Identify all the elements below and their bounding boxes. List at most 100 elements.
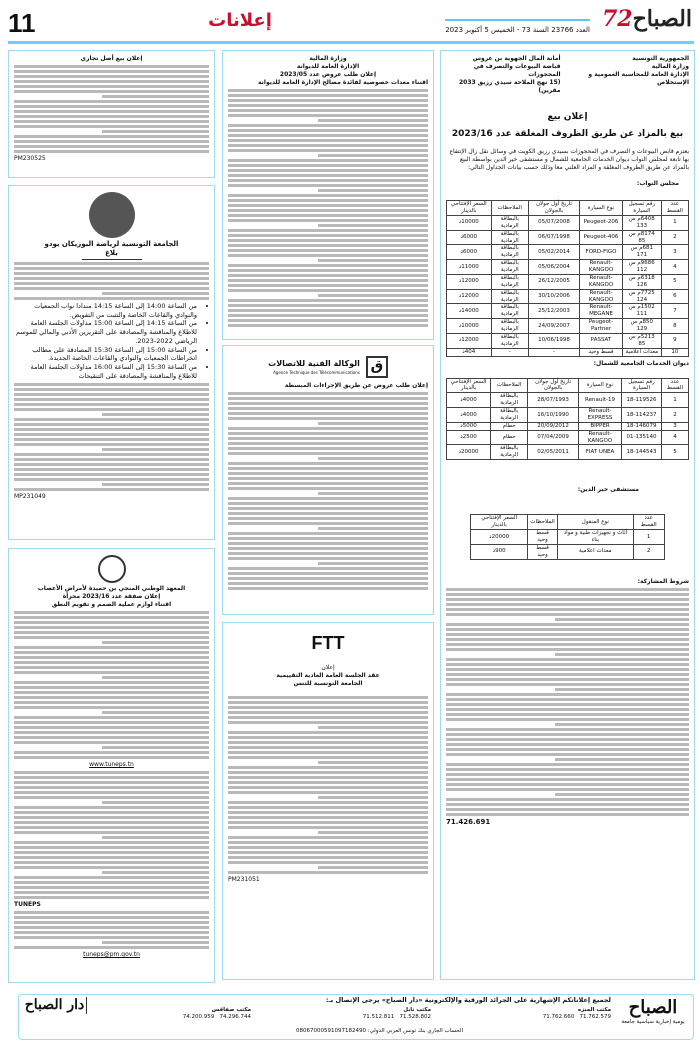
text-line	[318, 224, 428, 228]
table-cell: 2	[660, 407, 690, 423]
table-cell: حطام	[490, 421, 529, 431]
tuneps-email[interactable]: tuneps@pm.gov.tn	[83, 951, 140, 959]
column-header: نوع السيارة	[579, 200, 623, 216]
table-cell: قسط وحيد	[526, 543, 559, 560]
text-line	[14, 841, 209, 845]
text-line	[446, 657, 689, 661]
section-title: إعلانات	[208, 10, 272, 31]
table-cell: 24/09/2007	[527, 318, 581, 334]
telecom-title: إعلان طلب عروض عن طريق الإجراءات المبسطة	[284, 382, 428, 389]
table-cell: 05/07/2008	[527, 214, 581, 231]
text-line	[14, 811, 209, 815]
text-line	[101, 871, 209, 875]
text-line	[228, 522, 428, 526]
text-line	[14, 691, 209, 695]
telecom-logo: ق الوكالة الفنية للاتصالات Agence Techniq…	[228, 356, 428, 378]
table-cell: بالبطاقة الرمادية	[490, 444, 529, 461]
ftt-ref: PM231051	[228, 876, 260, 884]
bank-account: الحساب الجاري بنك تونس العربي الدولي: 08…	[295, 1028, 463, 1034]
text-line	[446, 592, 689, 596]
text-line	[446, 777, 689, 781]
table-cell: 12000د	[446, 273, 492, 290]
institute-tender: المعهد الوطني المنجي بن حميدة لأمراض الأ…	[8, 548, 215, 983]
table-row: 1 18-119526 Renault-19 28/07/1993 بالبطاقة ا…	[445, 392, 690, 409]
text-line	[14, 731, 209, 735]
text-line	[14, 631, 209, 635]
text-line	[228, 269, 428, 273]
column-header: رقم تسجيل السيارة	[621, 377, 662, 394]
table-cell: 900د	[470, 543, 528, 560]
text-line	[228, 144, 428, 148]
table-hospital: عدد القسط نوع المنقول الملاحظات السعر الإفت…	[470, 514, 665, 560]
text-line	[228, 417, 428, 421]
table-cell: قسط وحيد	[579, 347, 623, 357]
table-row: 2 18-114237 Renault-EXPRESS 16/10/1990 بالبط…	[445, 407, 690, 423]
table-cell: 6318م س 126	[621, 273, 662, 290]
text-line	[14, 135, 209, 139]
text-line	[446, 782, 689, 786]
table-header: عدد القسط نوع المنقول الملاحظات السعر الإفت…	[470, 514, 665, 531]
table-cell: بالبطاقة الرمادية	[490, 259, 529, 275]
column-header: الملاحظات	[526, 514, 559, 531]
text-line	[228, 239, 428, 243]
text-line	[228, 427, 428, 431]
text-line	[228, 801, 428, 805]
table-cell: 9686م س 112	[621, 259, 662, 275]
ministry-dept: الإدارة العامة للديوانة	[296, 63, 360, 71]
table-cell: 8	[660, 318, 690, 334]
text-line	[228, 219, 428, 223]
newspaper-logo: الصباح72	[601, 6, 692, 32]
text-line	[14, 281, 209, 285]
text-line	[446, 612, 689, 616]
text-line	[228, 781, 428, 785]
text-line	[446, 607, 689, 611]
text-line	[228, 706, 428, 710]
federation-text	[14, 382, 209, 491]
text-line	[101, 130, 209, 134]
footer-headline: لجميع إعلاناتكم الإشهارية على الجرائد ال…	[325, 996, 611, 1004]
table-row: 5 18-144543 FIAT UNEA 02/05/2011 بالبطاقة ال…	[445, 444, 690, 461]
text-line	[446, 667, 689, 671]
column-header: نوع المنقول	[557, 514, 634, 531]
table-row: 1 أثاث و تجهيزات طبية و مواد بناء قسط وحيد…	[470, 529, 665, 545]
table-cell: 10000د	[446, 214, 492, 231]
text-line	[228, 412, 428, 416]
table-cell: 12000د	[446, 288, 492, 305]
table-cell: معدات اعلامية	[557, 543, 634, 560]
institute-title: المعهد الوطني المنجي بن حميدة لأمراض الأ…	[37, 585, 186, 592]
table-cell: 18-119526	[621, 392, 662, 409]
text-line	[228, 502, 428, 506]
text-line	[14, 816, 209, 820]
text-line	[228, 324, 428, 328]
text-line	[318, 119, 428, 123]
text-line	[228, 452, 428, 456]
text-line	[228, 109, 428, 113]
text-line	[14, 911, 209, 915]
business-sale-title: إعلان بيع أصل تجاري	[80, 55, 143, 62]
table-cell: 404د	[446, 347, 492, 357]
text-line	[14, 90, 209, 94]
text-line	[228, 89, 428, 93]
ministry-title: وزارة المالية	[309, 55, 347, 62]
table-cell: بالبطاقة الرمادية	[490, 318, 529, 334]
text-line	[228, 587, 428, 591]
text-line	[446, 787, 689, 791]
table-cell: 10000د	[446, 318, 492, 334]
text-line	[228, 184, 428, 188]
text-line	[228, 164, 428, 168]
text-line	[446, 702, 689, 706]
table-cell: 18-144543	[621, 444, 662, 461]
text-line	[228, 552, 428, 556]
text-line	[14, 686, 209, 690]
text-line	[228, 114, 428, 118]
text-line	[14, 392, 209, 396]
text-line	[446, 692, 689, 696]
table-row: 7 1502م س 111 Renault-MEGANE 25/12/2003 بالب…	[446, 303, 690, 320]
text-line	[14, 861, 209, 865]
table-parliament: عدد القسط رقم تسجيل السيارة نوع السيارة تار…	[446, 200, 690, 357]
text-line	[228, 99, 428, 103]
text-line	[446, 697, 689, 701]
text-line	[446, 727, 689, 731]
tuneps-link[interactable]: www.tuneps.tn	[89, 761, 134, 769]
text-line	[14, 701, 209, 705]
